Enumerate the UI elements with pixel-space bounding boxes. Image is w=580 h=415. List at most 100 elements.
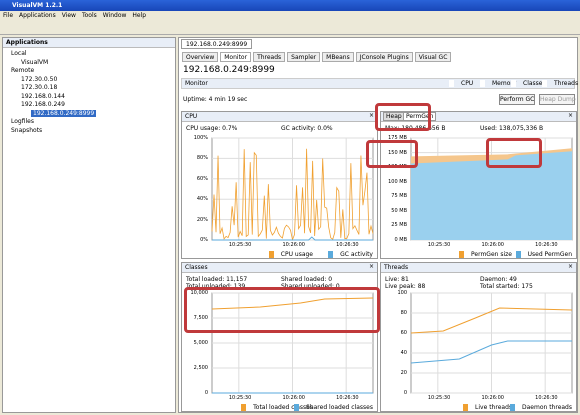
panel-header: Classes [182, 263, 377, 273]
y-tick-label: 0 MB [394, 237, 407, 243]
panel-header: Threads [381, 263, 576, 273]
classes-line [211, 297, 374, 310]
y-tick-label: 175 MB [388, 135, 407, 141]
plot [211, 292, 374, 394]
y-tick-label: 20 [400, 370, 407, 376]
close-button[interactable]: × [368, 263, 374, 270]
stat: Total unloaded: 139 [186, 283, 246, 290]
plot [410, 292, 573, 394]
y-tick-label: 7,500 [193, 315, 208, 321]
legend-item: Shared loaded classes [294, 404, 373, 411]
close-button[interactable]: × [567, 263, 573, 270]
y-tick-label: 40 [400, 350, 407, 356]
subtab[interactable]: JConsole Plugins [355, 52, 413, 62]
subtab[interactable]: MBeans [322, 52, 354, 62]
heading: 192.168.0.249:8999 [183, 65, 275, 75]
x-tick-label: 10:25:30 [228, 242, 252, 248]
legend-item: Used PermGen [515, 251, 572, 258]
tree-node[interactable]: 172.30.0.18 [21, 84, 58, 91]
close-button[interactable]: × [368, 112, 374, 119]
x-tick-label: 10:26:00 [282, 242, 305, 248]
tree-node[interactable]: 172.30.0.50 [21, 75, 58, 83]
tree-node[interactable]: Logfiles [11, 118, 34, 125]
stat: Total loaded: 11,157 [186, 276, 248, 283]
menu-item[interactable]: Tools [81, 12, 97, 19]
panel-header: CPU [182, 112, 377, 122]
stat: Live peak: 88 [385, 283, 426, 290]
sidebar: Applications Local VisualVM Remote 172.30.0… [2, 37, 176, 413]
tree-node[interactable]: Remote [11, 67, 35, 74]
button[interactable]: Perform GC [499, 94, 535, 105]
x-tick-label: 10:26:30 [336, 395, 359, 401]
y-tick-label: 5,000 [193, 340, 208, 346]
window-title: VisualVM 1.2.1 [12, 2, 63, 9]
used-area [411, 151, 572, 240]
close-button[interactable]: × [567, 112, 573, 119]
y-tick-label: 10,000 [190, 290, 209, 296]
menu-item[interactable]: View [61, 12, 76, 19]
tab[interactable]: 192.168.0.249:8999 [181, 39, 253, 49]
stat: CPU usage: 0.7% [186, 125, 238, 132]
y-tick-label: 2,500 [193, 365, 208, 371]
subtab[interactable]: Monitor [220, 52, 252, 62]
tree-node[interactable]: Local [11, 50, 27, 57]
tree-node[interactable]: Snapshots [11, 126, 43, 134]
checkbox[interactable]: Memory [480, 80, 516, 87]
button[interactable]: Heap Dump [539, 94, 576, 105]
y-tick-label: 25 MB [391, 222, 407, 229]
legend-item: PermGen size [459, 251, 512, 258]
annotation-box [366, 140, 418, 168]
stat: Live: 81 [385, 276, 409, 283]
x-tick-label: 10:26:30 [535, 395, 558, 401]
annotation-box [486, 138, 542, 168]
x-tick-label: 10:25:30 [228, 395, 252, 401]
tree-node[interactable]: 192.168.0.249:8999 [31, 109, 97, 117]
subtab[interactable]: Sampler [287, 52, 321, 62]
stat: Shared loaded: 0 [281, 276, 333, 283]
tree-node[interactable]: 192.168.0.249 [21, 101, 65, 108]
y-tick-label: 0 [403, 390, 407, 396]
menu-item[interactable]: Applications [19, 12, 56, 19]
checkbox[interactable]: CPU [449, 80, 473, 87]
tree-node[interactable]: 192.168.0.144 [21, 92, 65, 100]
menu-item[interactable]: Window [102, 12, 127, 19]
daemon-line [410, 340, 572, 364]
title-bar: VisualVM 1.2.1 [0, 0, 580, 11]
y-tick-label: 40% [196, 196, 208, 203]
x-tick-label: 10:25:30 [427, 242, 451, 248]
x-tick-label: 10:25:30 [427, 395, 451, 401]
y-tick-label: 100 [397, 290, 407, 296]
toolbar [0, 21, 580, 35]
tree-node[interactable]: VisualVM [21, 58, 49, 66]
subtab[interactable]: Threads [253, 52, 286, 62]
y-tick-label: 80 [400, 310, 407, 316]
stat: Daemon: 49 [480, 276, 517, 283]
y-tick-label: 80% [196, 155, 208, 162]
legend-item: Total loaded classes [241, 404, 313, 411]
menu-item[interactable]: Help [132, 12, 147, 19]
y-tick-label: 0% [200, 237, 208, 243]
uptime: Uptime: 4 min 19 sec [183, 96, 248, 103]
x-tick-label: 10:26:30 [535, 242, 558, 248]
y-tick-label: 0 [204, 390, 208, 396]
y-tick-label: 50 MB [391, 207, 407, 214]
checkbox[interactable]: Classes [511, 80, 546, 87]
menu-item[interactable]: File [3, 12, 14, 19]
menu-bar: File Applications View Tools Window Help [0, 11, 580, 21]
y-tick-label: 60% [196, 175, 208, 182]
checkbox[interactable]: Threads [542, 80, 578, 87]
stat: GC activity: 0.0% [281, 125, 333, 132]
stat: Used: 138,075,336 B [480, 125, 544, 132]
annotation-box [184, 287, 380, 333]
plot [410, 137, 573, 241]
live-line [410, 307, 573, 334]
panel-header [381, 112, 576, 122]
panel-tab[interactable]: PermGen [403, 112, 437, 121]
subtab[interactable]: Overview [182, 52, 219, 62]
main-area: 192.168.0.249:8999 Overview Monitor Threads… [178, 37, 578, 413]
panel: Threads × Live: 81 Daemon: 49 Live peak: 88 T… [380, 262, 577, 412]
subtab[interactable]: Visual GC [414, 52, 452, 62]
x-tick-label: 10:26:00 [481, 242, 504, 248]
legend-item: Live threads [463, 404, 512, 411]
